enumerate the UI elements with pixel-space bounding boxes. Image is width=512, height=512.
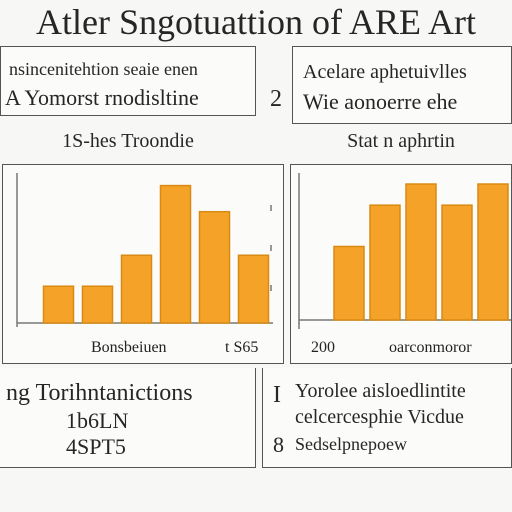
bottom-right-line-1: Yorolee aisloedlintite <box>295 380 466 402</box>
chart-2-title: Stat n aphrtin <box>347 130 455 152</box>
chart-1-title: 1S-hes Troondie <box>62 130 194 152</box>
chart-1-bar-6 <box>237 254 270 324</box>
top-right-line-2: Wie aonoerre ehe <box>303 89 458 114</box>
chart-2-panel: 200 oarconmoror <box>290 164 512 364</box>
chart-2-bar-4 <box>441 204 473 321</box>
top-left-line-2: A Yomorst rnodisltine <box>5 85 199 110</box>
chart-1-xlabel: Bonsbeiuen <box>91 339 167 356</box>
chart-1-svg <box>16 173 273 327</box>
chart-2-bar-2 <box>369 204 401 321</box>
bottom-right-info-box: I 8 Yorolee aisloedlintite celcercesphie… <box>262 368 512 468</box>
bottom-right-line-3: Sedselpnepoew <box>295 434 407 454</box>
chart-1-bar-4 <box>159 184 192 324</box>
chart-2-xlabel-left: 200 <box>311 339 335 356</box>
top-right-info-box: Acelare aphetuivlles Wie aonoerre ehe <box>292 46 512 124</box>
top-right-marker: 2 <box>270 86 282 112</box>
top-left-info-box: nsincenitehtion seaie enen A Yomorst rno… <box>0 46 256 116</box>
chart-1-bar-3 <box>120 254 153 324</box>
bottom-left-info-box: ng Torihntanictions 1b6LN 4SPT5 <box>0 368 256 468</box>
chart-2-bar-3 <box>405 183 437 321</box>
chart-1-bar-1 <box>42 285 75 324</box>
chart-2-svg <box>298 173 511 329</box>
chart-1-bar-2 <box>81 285 114 324</box>
top-left-line-1: nsincenitehtion seaie enen <box>9 59 198 79</box>
chart-1-bar-5 <box>198 210 231 324</box>
bottom-right-line-2: celcercesphie Vicdue <box>295 406 464 428</box>
bottom-left-line-1: ng Torihntanictions <box>6 380 193 406</box>
bottom-left-line-3: 4SPT5 <box>66 434 126 459</box>
chart-2-xlabel: oarconmoror <box>389 339 472 356</box>
top-right-line-1: Acelare aphetuivlles <box>303 61 467 83</box>
bottom-left-line-2: 1b6LN <box>66 408 129 433</box>
chart-1-xlabel-right: t S65 <box>225 339 259 356</box>
bottom-right-marker-top: I <box>273 382 281 408</box>
chart-2-bar-5 <box>477 183 509 321</box>
chart-1-panel: Bonsbeiuen t S65 <box>2 164 284 364</box>
bottom-right-marker-bottom: 8 <box>273 432 284 457</box>
chart-2-bar-1 <box>333 245 365 321</box>
page-title: Atler Sngotuattion of ARE Art <box>36 2 476 42</box>
